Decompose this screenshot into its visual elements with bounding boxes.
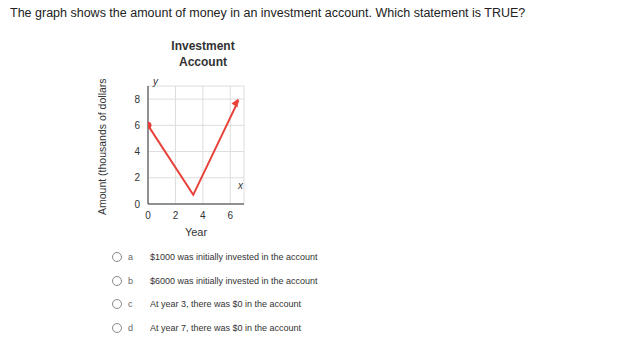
html-text:x: x xyxy=(238,180,243,191)
svg-text:2: 2 xyxy=(134,172,140,183)
svg-text:Amount (thousands of dollars): Amount (thousands of dollars) xyxy=(98,78,108,215)
svg-text:0: 0 xyxy=(134,199,140,210)
svg-text:6: 6 xyxy=(134,120,140,131)
svg-text:4: 4 xyxy=(134,146,140,157)
html-text:Investment Account: Investment Account xyxy=(171,39,235,69)
html-text:The graph shows the amount of: The graph shows the amount of money in a… xyxy=(10,6,526,20)
svg-text:2: 2 xyxy=(173,210,179,221)
html-text:At year 7, there was $0 in the: At year 7, there was $0 in the account xyxy=(150,322,302,333)
html-text:a: a xyxy=(128,252,133,262)
html-text:b: b xyxy=(128,275,133,286)
html-text:y: y xyxy=(153,76,158,87)
html-text:d: d xyxy=(128,322,133,333)
svg-text:Year: Year xyxy=(185,226,208,238)
svg-text:8: 8 xyxy=(134,94,140,105)
html-text:$1000 was initially invested i: $1000 was initially invested in the acco… xyxy=(150,252,318,262)
html-text:c: c xyxy=(128,299,133,309)
html-text:$6000 was initially invested i: $6000 was initially invested in the acco… xyxy=(150,275,318,286)
svg-text:0: 0 xyxy=(145,210,151,221)
svg-text:6: 6 xyxy=(228,210,234,221)
html-text:At year 3, there was $0 in the: At year 3, there was $0 in the account xyxy=(150,299,302,309)
svg-text:4: 4 xyxy=(200,210,206,221)
